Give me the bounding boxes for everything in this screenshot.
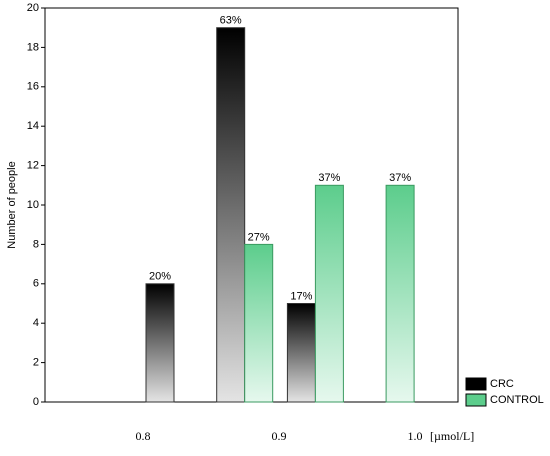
y-tick-label: 4 bbox=[33, 317, 39, 329]
bar bbox=[286, 303, 316, 403]
value-label: 37% bbox=[318, 172, 340, 184]
y-tick-label: 6 bbox=[33, 278, 39, 290]
value-label: 20% bbox=[149, 271, 171, 283]
y-tick-label: 0 bbox=[33, 396, 39, 408]
value-label: 63% bbox=[220, 15, 242, 27]
value-label: 17% bbox=[290, 290, 312, 302]
legend-label: CONTROL bbox=[490, 394, 544, 406]
legend-swatch bbox=[465, 393, 487, 407]
y-tick-label: 16 bbox=[27, 81, 39, 93]
y-tick-label: 18 bbox=[27, 41, 39, 53]
x-tick-label: 0.9 bbox=[272, 429, 287, 443]
bar bbox=[145, 283, 175, 403]
x-axis-label: [µmol/L] bbox=[430, 429, 474, 443]
value-label: 37% bbox=[389, 172, 411, 184]
y-tick-label: 8 bbox=[33, 238, 39, 250]
x-tick-label: 1.0 bbox=[408, 429, 423, 443]
y-tick-label: 10 bbox=[27, 199, 39, 211]
y-tick-label: 14 bbox=[27, 120, 39, 132]
value-label: 27% bbox=[248, 231, 270, 243]
legend-swatch bbox=[465, 377, 487, 391]
bar bbox=[314, 184, 344, 403]
bar bbox=[244, 243, 274, 403]
y-tick-label: 2 bbox=[33, 357, 39, 369]
y-tick-label: 12 bbox=[27, 160, 39, 172]
bar bbox=[385, 184, 415, 403]
y-tick-label: 20 bbox=[27, 2, 39, 14]
bar bbox=[216, 27, 246, 403]
x-tick-label: 0.8 bbox=[136, 429, 151, 443]
legend-label: CRC bbox=[490, 378, 514, 390]
y-axis-label: Number of people bbox=[6, 161, 18, 248]
